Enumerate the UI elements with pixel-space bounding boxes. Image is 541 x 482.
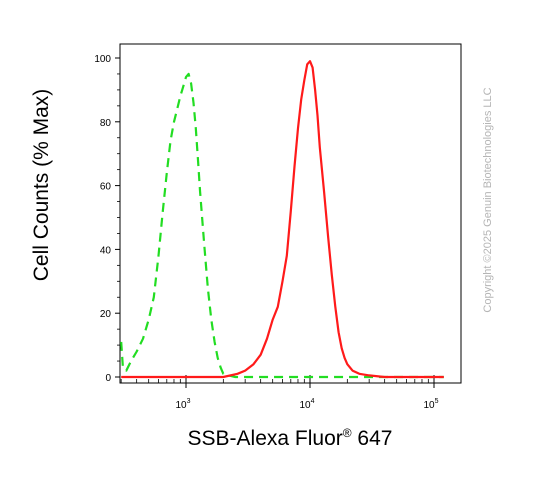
y-axis-title-wrap: Cell Counts (% Max) — [12, 30, 72, 340]
x-tick-label: 105 — [423, 398, 438, 411]
copyright-watermark: Copyright ©2025 Genuin Biotechnologies L… — [482, 87, 494, 313]
x-axis-title: SSB-Alexa Fluor® 647 — [120, 426, 460, 451]
y-axis: 0 20 40 60 80 100 — [94, 54, 120, 384]
series-layer — [120, 60, 444, 379]
y-tick-label: 60 — [100, 182, 112, 193]
x-axis: 103 104 105 — [175, 375, 439, 411]
y-tick-label: 40 — [100, 245, 112, 256]
x-tick-label: 103 — [175, 398, 190, 411]
y-tick-label: 100 — [94, 54, 111, 65]
y-tick-label: 0 — [105, 373, 111, 384]
registered-mark: ® — [342, 426, 352, 440]
minor-tick-group — [117, 73, 429, 383]
y-axis-title: Cell Counts (% Max) — [30, 88, 53, 282]
x-tick-label: 104 — [299, 398, 314, 411]
ssb-stained-curve — [121, 60, 444, 379]
x-axis-title-suffix: 647 — [351, 427, 393, 450]
isotype-control-curve — [120, 72, 444, 379]
x-axis-title-main: SSB-Alexa Fluor — [187, 427, 343, 450]
copyright-watermark-wrap: Copyright ©2025 Genuin Biotechnologies L… — [473, 40, 503, 360]
y-tick-label: 80 — [100, 118, 112, 129]
y-tick-label: 20 — [100, 309, 112, 320]
